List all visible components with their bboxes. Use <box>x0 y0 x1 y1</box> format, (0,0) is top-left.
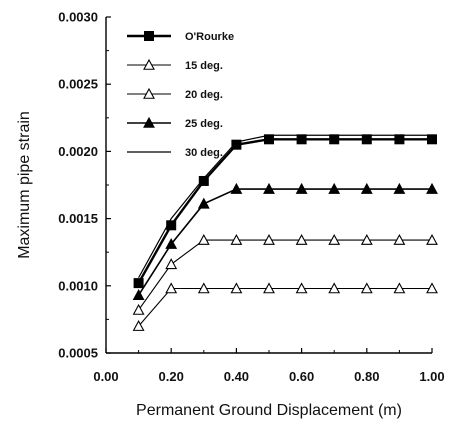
series-point <box>361 134 372 145</box>
series-2 <box>132 233 438 315</box>
series-point <box>394 134 405 145</box>
series-point <box>165 258 178 270</box>
series-point <box>198 175 209 186</box>
series-point <box>263 282 275 294</box>
series-point <box>426 182 438 194</box>
series-point <box>197 197 210 209</box>
series-point <box>427 134 437 145</box>
series-point <box>197 282 210 294</box>
y-tick-label: 0.0020 <box>58 144 98 159</box>
legend-marker <box>144 31 154 41</box>
series-layer <box>132 134 438 331</box>
y-tick-label: 0.0005 <box>58 346 98 361</box>
legend-label: O'Rourke <box>185 31 234 43</box>
series-point <box>329 134 340 145</box>
series-point <box>295 182 308 194</box>
series-point <box>328 282 341 294</box>
y-axis-title: Maximum pipe strain <box>16 111 33 259</box>
series-point <box>295 233 308 245</box>
series-point <box>328 182 341 194</box>
series-line <box>137 138 432 284</box>
series-point <box>230 282 243 294</box>
x-tick-label: 0.60 <box>289 369 314 384</box>
y-tick-label: 0.0015 <box>58 211 98 226</box>
series-point <box>263 182 275 194</box>
series-point <box>133 278 144 289</box>
x-tick-label: 0.40 <box>224 369 249 384</box>
legend-marker <box>143 58 155 70</box>
series-3 <box>132 182 438 301</box>
series-1 <box>132 282 438 331</box>
legend: O'Rourke 15 deg. 20 deg. 25 deg. 30 deg. <box>127 31 234 159</box>
series-point <box>132 319 145 331</box>
legend-label: 20 deg. <box>185 89 223 101</box>
series-point <box>328 233 341 245</box>
axes: 0.00 0.20 0.40 0.60 0.80 1.00 0.0005 0.0010 0.00… <box>58 10 444 385</box>
series-point <box>166 220 177 231</box>
x-tick-label: 0.80 <box>354 369 379 384</box>
series-0 <box>133 134 437 289</box>
x-tick-label: 0.20 <box>159 369 184 384</box>
series-point <box>263 233 275 245</box>
series-point <box>393 182 406 194</box>
series-point <box>360 282 373 294</box>
x-axis-title: Permanent Ground Displacement (m) <box>136 402 402 419</box>
series-point <box>231 139 242 150</box>
series-point <box>296 134 307 145</box>
legend-marker <box>143 116 155 128</box>
series-point <box>426 282 438 294</box>
legend-label: 25 deg. <box>185 118 223 130</box>
series-point <box>197 233 210 245</box>
series-line <box>138 134 432 279</box>
legend-label: 15 deg. <box>185 60 223 72</box>
series-point <box>360 233 373 245</box>
series-line <box>138 287 432 327</box>
x-tick-label: 1.00 <box>419 369 444 384</box>
series-line <box>137 188 432 296</box>
series-point <box>393 233 406 245</box>
legend-label: 30 deg. <box>185 147 223 159</box>
y-tick-label: 0.0025 <box>58 77 98 92</box>
series-point <box>132 303 145 315</box>
y-tick-label: 0.0030 <box>58 10 98 25</box>
x-tick-label: 0.00 <box>93 369 118 384</box>
series-point <box>165 237 178 249</box>
series-4 <box>138 134 432 279</box>
series-line <box>138 239 432 311</box>
series-point <box>230 182 243 194</box>
series-point <box>132 289 145 301</box>
series-point <box>165 282 178 294</box>
y-tick-label: 0.0010 <box>58 278 98 293</box>
series-point <box>393 282 406 294</box>
series-point <box>230 233 243 245</box>
series-point <box>295 282 308 294</box>
legend-marker <box>143 87 155 99</box>
series-point <box>360 182 373 194</box>
series-point <box>426 233 438 245</box>
